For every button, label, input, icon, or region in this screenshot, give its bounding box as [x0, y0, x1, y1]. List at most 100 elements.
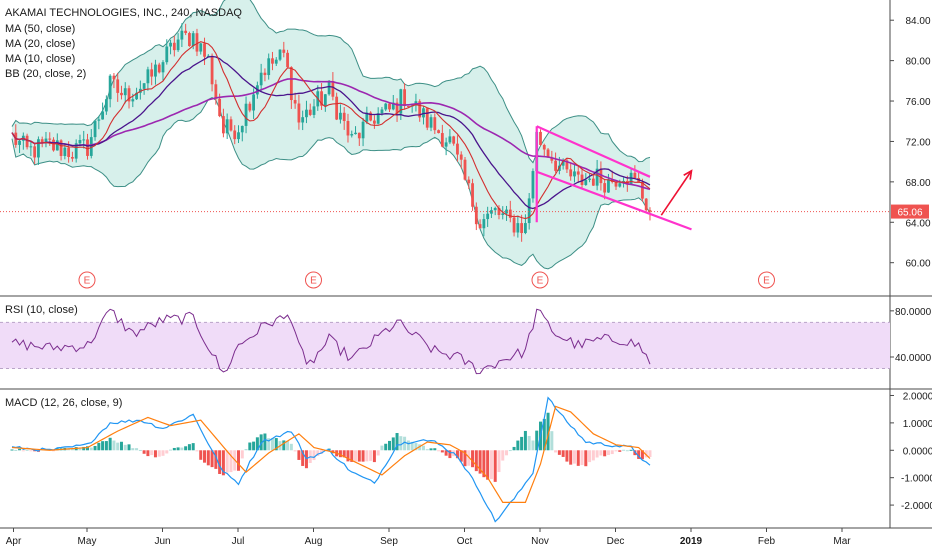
macd-histogram-bar [516, 440, 520, 451]
macd-histogram-bar [361, 450, 365, 462]
candle-body [74, 143, 78, 159]
macd-histogram-bar [187, 444, 191, 451]
candle-body [259, 72, 263, 86]
macd-histogram-bar [244, 449, 248, 451]
candle-body [263, 72, 267, 76]
macd-histogram-bar [104, 441, 108, 451]
candle-body [467, 179, 471, 184]
macd-histogram-bar [414, 443, 418, 451]
candle-body [67, 147, 71, 157]
macd-histogram-bar [86, 446, 89, 451]
macd-histogram-bar [274, 438, 278, 451]
candle-body [37, 139, 40, 158]
candle-body [161, 62, 165, 73]
price-tick-label: 84.00 [905, 16, 930, 27]
macd-histogram-bar [444, 450, 448, 456]
candle-body [150, 69, 154, 77]
macd-histogram-bar [603, 450, 607, 457]
candle-body [501, 213, 505, 215]
candle-body [576, 171, 580, 175]
candle-body [184, 30, 188, 34]
earnings-marker[interactable] [758, 271, 775, 289]
channel-upper-line[interactable] [536, 125, 651, 178]
candle-body [373, 120, 376, 124]
macd-histogram-bar [561, 450, 565, 457]
macd-histogram-bar [259, 434, 263, 451]
candle-body [629, 172, 633, 185]
candle-body [354, 132, 357, 135]
macd-histogram-bar [535, 430, 539, 451]
macd-histogram-bar [595, 450, 599, 458]
macd-histogram-bar [184, 446, 188, 451]
candle-body [580, 174, 584, 185]
macd-histogram-bar [648, 450, 652, 457]
macd-histogram-bar [138, 449, 142, 451]
macd-histogram-bar [557, 450, 561, 455]
candle-body [248, 103, 252, 111]
candle-body [565, 160, 569, 170]
candle-body [188, 33, 191, 47]
candle-body [104, 99, 108, 112]
macd-histogram-bar [169, 449, 173, 451]
candle-body [286, 52, 289, 68]
macd-histogram-bar [316, 450, 320, 456]
macd-histogram-bar [267, 438, 271, 451]
candle-body [346, 120, 350, 136]
candle-body [225, 119, 229, 134]
candle-body [101, 111, 104, 120]
candle-body [203, 43, 206, 57]
ma20-line [11, 55, 651, 210]
legend-rsi: RSI (10, close) [5, 304, 78, 316]
candle-body [335, 96, 339, 120]
macd-histogram-bar [214, 450, 218, 469]
candle-body [342, 112, 346, 121]
candle-body [425, 108, 429, 128]
candle-body [233, 130, 237, 140]
candle-body [172, 42, 176, 51]
candle-body [569, 169, 573, 177]
candle-body [135, 92, 138, 100]
candle-body [18, 140, 21, 145]
candle-body [146, 69, 150, 84]
macd-histogram-bar [146, 450, 150, 457]
macd-histogram-bar [406, 440, 410, 451]
macd-histogram-bar [289, 443, 293, 451]
candle-body [86, 139, 89, 156]
candle-body [403, 89, 406, 106]
macd-histogram-bar [153, 450, 157, 458]
macd-histogram-bar [622, 449, 626, 451]
macd-histogram-bar [282, 440, 286, 451]
candle-body [199, 43, 203, 52]
candle-body [108, 75, 112, 100]
macd-histogram-bar [463, 450, 467, 467]
candle-body [154, 64, 157, 77]
earnings-marker[interactable] [305, 271, 322, 289]
time-tick-label: Jun [154, 536, 170, 547]
channel-lower-line[interactable] [536, 170, 692, 231]
candle-body [218, 98, 222, 117]
macd-histogram-bar [270, 438, 274, 451]
earnings-label: E [537, 276, 544, 287]
candle-body [437, 130, 440, 134]
candle-body [376, 113, 380, 124]
macd-histogram-bar [376, 450, 380, 456]
candle-body [486, 213, 490, 220]
macd-histogram-bar [116, 442, 120, 451]
macd-histogram-bar [497, 450, 501, 473]
macd-histogram-bar [388, 440, 391, 451]
macd-histogram-bar [82, 446, 86, 451]
breakout-arrow[interactable] [660, 170, 693, 216]
time-tick-label: Sep [380, 536, 398, 547]
rsi-tick-label: 80.0000 [895, 307, 932, 318]
earnings-marker[interactable] [531, 271, 549, 289]
earnings-marker[interactable] [78, 271, 96, 289]
time-tick-label: Aug [305, 536, 323, 547]
earnings-label: E [763, 276, 770, 287]
macd-histogram-bar [584, 450, 588, 467]
candle-body [508, 209, 512, 218]
macd-histogram-bar [354, 450, 358, 462]
ma50-line [11, 78, 651, 191]
candle-body [320, 91, 323, 106]
candle-body [222, 116, 225, 134]
